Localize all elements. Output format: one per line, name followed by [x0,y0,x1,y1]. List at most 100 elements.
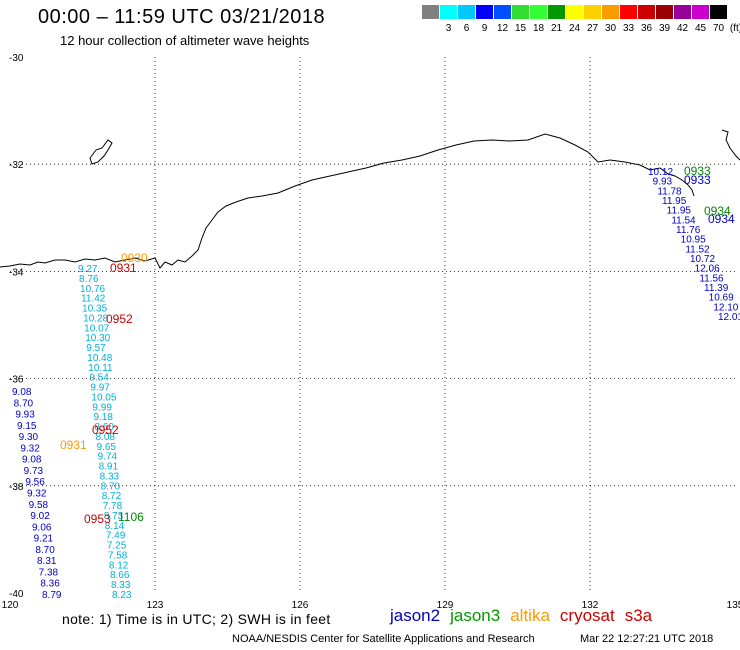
legend-item-altika: altika [510,606,550,625]
wave-height-label: 8.14 [105,521,125,532]
wave-height-label: 8.33 [100,471,120,482]
wave-height-label: 8.72 [102,491,122,502]
wave-height-label: 9.08 [12,387,32,398]
pass-time-label: 0933 [684,173,711,187]
axis-labels: 120 123 126 129 132 135 -30 -32 -34 -36 -38 -40 [2,53,740,610]
coastline [0,133,695,269]
wave-height-label: 9.21 [34,534,54,545]
scale-label: 45 [694,23,707,34]
wave-height-label: 7.49 [106,531,126,542]
wave-height-label: 8.70 [35,545,55,556]
wave-height-label: 7.58 [108,550,128,561]
wave-height-label: 9.93 [653,177,673,188]
scale-swatch [620,5,637,19]
wave-height-label: 9.32 [20,443,40,454]
graticule [10,57,735,593]
wave-height-label: 10.76 [80,284,105,295]
lon-tick-label: 132 [582,600,599,610]
legend-item-jason3: jason3 [450,606,501,625]
legend-item-s3a: s3a [624,606,653,625]
scale-label: 15 [514,23,527,34]
lon-tick-label: 129 [437,600,454,610]
wave-height-label: 8.91 [99,462,119,473]
map-title: 00:00 – 11:59 UTC 03/21/2018 [38,6,326,28]
scale-swatch [530,5,547,19]
scale-swatch [656,5,673,19]
wave-height-label: 8.36 [40,579,60,590]
scale-label: 18 [532,23,545,34]
pass-time-label: 0952 [106,312,133,326]
wave-height-label: 8.23 [112,590,132,601]
wave-height-label: 8.70 [14,398,34,409]
scale-swatch [710,5,727,19]
scale-swatch [494,5,511,19]
scale-swatch [458,5,475,19]
wave-height-label: 9.56 [25,477,45,488]
wave-height-label: 8.31 [37,556,57,567]
wave-height-label: 10.07 [84,323,109,334]
wave-height-label: 9.18 [93,412,113,423]
lon-tick-label: 126 [292,600,309,610]
scale-swatch [692,5,709,19]
lat-tick-label: -40 [9,589,24,600]
wave-height-label: 12.01 [718,312,740,323]
wave-height-label: 10.11 [88,363,113,374]
scale-label: 27 [586,23,599,34]
wave-height-label: 10.12 [648,167,673,178]
wave-height-label: 7.78 [103,501,123,512]
scale-label: 39 [658,23,671,34]
lat-tick-label: -32 [9,160,24,171]
lat-tick-label: -34 [9,267,24,278]
wave-height-label: 9.32 [27,489,47,500]
wave-height-label: 9.54 [89,373,109,384]
satellite-legend: jason2 jason3 altika cryosat s3a [390,606,662,626]
wave-height-label: 11.39 [704,283,729,294]
legend-item-jason2: jason2 [390,606,441,625]
footer-credit: NOAA/NESDIS Center for Satellite Applica… [232,633,535,645]
wave-height-label: 12.10 [713,302,738,313]
wave-height-label: 9.15 [17,421,37,432]
pass-time-label: 0931 [60,438,87,452]
wave-height-label: 10.05 [91,392,116,403]
scale-swatch [422,5,439,19]
map-panel: 120 123 126 129 132 135 -30 -32 -34 -36 -38 -40 9.2… [0,53,740,610]
island [89,139,113,165]
scale-swatch [440,5,457,19]
scale-label: 9 [481,23,488,34]
wave-height-label: 9.06 [32,522,52,533]
scale-label: 12 [496,23,509,34]
wave-height-label: 9.99 [92,402,112,413]
wave-height-label: 8.60 [94,422,114,433]
wave-height-label: 11.95 [667,206,692,217]
lat-tick-label: -30 [9,53,24,64]
wave-height-label: 8.66 [110,570,130,581]
wave-height-label: 9.97 [90,383,110,394]
map-subtitle: 12 hour collection of altimeter wave hei… [60,33,310,48]
wave-height-label: 11.76 [676,225,701,236]
wave-height-label: 7.38 [39,567,59,578]
wave-height-label: 8.76 [79,274,99,285]
scale-unit: (ft) [729,23,740,34]
lon-tick-label: 120 [2,600,19,610]
pass-time-label: 0953 [84,512,111,526]
wave-height-label: 9.57 [86,343,106,354]
wave-height-label: 9.58 [29,500,49,511]
wave-height-label: 8.08 [96,432,116,443]
wave-height-label: 11.95 [662,196,687,207]
pass-time-label: 1106 [118,510,144,524]
wave-height-label: 10.69 [709,293,734,304]
generated-timestamp: Mar 22 12:27:21 UTC 2018 [580,633,714,645]
wave-height-label: 8.73 [104,511,124,522]
scale-swatch [602,5,619,19]
wave-height-label: 10.95 [681,235,706,246]
pass-time-label: 0952 [92,423,119,437]
scale-label: 42 [676,23,689,34]
scale-label: 6 [463,23,470,34]
legend-item-cryosat: cryosat [559,606,615,625]
wave-height-label: 10.35 [82,304,107,315]
scale-swatch [566,5,583,19]
wave-height-label: 11.42 [81,294,106,305]
scale-swatch [548,5,565,19]
note-text: note: 1) Time is in UTC; 2) SWH is in fe… [62,611,331,627]
